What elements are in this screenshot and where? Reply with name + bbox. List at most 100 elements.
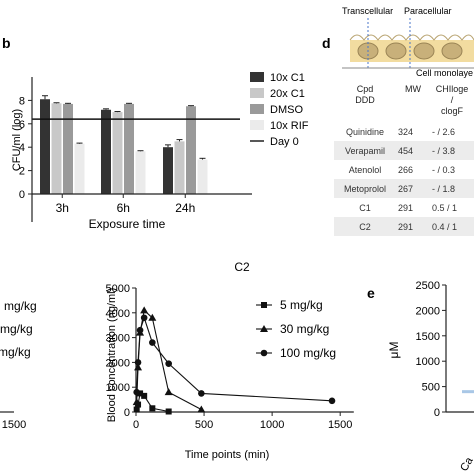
table-header-chilog: CHIloge / clogF [430,84,474,122]
table-row: Atenolol 266 - / 0.3 [334,160,474,179]
b-legend-label-day0: Day 0 [270,136,299,148]
c2-point-2-0 [133,388,140,396]
cell-2 [385,42,407,60]
c2-y-tick-label-3: 3000 [106,333,130,345]
c2-point-1-3 [140,306,149,314]
c2-point-0-5 [165,408,172,415]
table-cell-compound: Atenolol [348,164,382,175]
table-cell-mw: 454 [396,141,430,160]
transcellular-label: Transcellular [342,6,393,16]
table-cell-chilog: 0.5 / 1 [432,202,458,213]
c2-x-tick-label-3: 1500 [328,419,352,431]
c2-legend-marker-0 [261,302,267,308]
c2-legend-label-0: 5 mg/kg [280,298,323,312]
panel-letter-d: d [322,35,331,51]
table-row: Quinidine 324 - / 2.6 [334,122,474,141]
c2-y-tick-label-0: 0 [124,407,130,419]
table-row: C1 291 0.5 / 1 [334,198,474,217]
c2-legend-label-2: 100 mg/kg [280,346,336,360]
table-cell-chilog: - / 0.3 [432,164,456,175]
c2-x-axis-label: Time points (min) [185,449,270,461]
panel-b-axes [31,77,252,222]
b-y-tick-label-4: 8 [19,95,25,107]
c2-point-0-0 [133,406,140,413]
b-bar-2-0 [63,103,73,194]
table-cell-chilog: - / 1.8 [430,179,474,198]
panel-b-legend: 10x C1 20x C1 DMSO 10x RIF Day 0 [250,72,309,148]
b-x-tick-label-2: 24h [175,201,195,215]
c2-point-0-2 [137,390,144,397]
b-legend-label-3: 10x RIF [270,120,309,132]
e-bars [462,390,474,394]
b-legend-swatch-0 [250,72,264,82]
c2-y-tick-label-4: 4000 [106,308,130,320]
table-cell-mw: 267 [396,179,430,198]
c2-point-1-5 [164,388,173,396]
c2-point-0-3 [141,392,148,399]
c2-point-2-5 [165,360,172,367]
c1-x-tick-1500: 1500 [2,419,26,431]
e-bar-0 [462,390,474,394]
e-y-axis-label: μM [387,342,401,359]
b-legend-swatch-1 [250,88,264,98]
cell-4 [441,42,463,60]
e-y-tick-label-1: 500 [422,382,440,394]
panel-b-y-ticks: 0 2 4 6 8 [19,95,32,201]
c2-point-2-1 [134,359,142,366]
table-row: Metoprolol 267- / 1.8 [334,179,474,198]
e-axes [445,285,474,413]
c2-point-2-6 [198,390,205,397]
b-bar-1-1 [112,112,123,194]
table-cell-mw: 291 [398,202,414,213]
table-header-mw: MW [396,84,430,122]
c1-legend-2: mg/kg [0,322,33,336]
c2-point-2-4 [149,339,156,346]
b-bar-1-0 [51,103,62,194]
b-y-tick-label-2: 4 [19,142,25,154]
c2-y-tick-label-5: 5000 [106,283,130,295]
table-cell-compound: Metoprolol [334,179,396,198]
c2-point-2-3 [140,314,148,322]
c2-legend-label-1: 30 mg/kg [280,322,329,336]
b-bar-0-1 [101,109,111,194]
header-mw-text: MW [405,84,421,94]
c2-point-2-7 [328,397,336,405]
header-cpd-text: Cpd DDD [355,84,375,105]
header-chilog-text: CHIloge / clogF [435,84,469,116]
b-y-axis-label: CFU/ml (log) [11,109,23,171]
c2-title: C2 [234,260,250,274]
panel-b-bars [32,95,240,194]
c2-point-1-6 [197,405,206,413]
panel-b-x-ticks: 3h 6h 24h [56,194,195,215]
b-bar-0-0 [40,99,50,194]
table-cell-compound: Verapamil [334,141,396,160]
table-cell-compound: C1 [359,202,371,213]
cell-3 [413,42,435,60]
c2-point-0-4 [149,405,156,412]
table-header-row: Cpd DDD MW CHIloge / clogF [334,84,474,122]
table-cell-compound: Quinidine [345,126,385,137]
b-legend-label-1: 20x C1 [270,88,305,100]
c2-point-1-0 [132,398,141,406]
e-y-ticks: 0 500 1000 1500 2000 2500 [416,280,446,419]
c2-x-tick-label-0: 0 [133,419,139,431]
b-bar-2-1 [124,103,134,194]
b-bar-1-2 [174,141,185,194]
e-y-tick-label-0: 0 [434,407,440,419]
b-y-tick-label-3: 6 [19,119,25,131]
b-x-tick-label-1: 6h [117,201,130,215]
c1-legend-1: mg/kg [4,299,37,313]
panel-letter-b: b [2,35,11,51]
c2-point-1-4 [148,313,157,321]
table-cell-compound: C2 [334,217,396,236]
table-cell-mw: 324 [398,126,414,137]
table-cell-chilog: - / 2.6 [432,126,456,137]
e-y-tick-label-2: 1000 [416,356,440,368]
c2-legend: 5 mg/kg 30 mg/kg 100 mg/kg [256,298,336,360]
c2-legend-marker-1 [260,325,268,332]
paracellular-label: Paracellular [404,6,452,16]
table-cell-chilog: - / 3.8 [430,141,474,160]
table-cell-mw: 291 [396,217,430,236]
table-row: Verapamil 454- / 3.8 [334,141,474,160]
